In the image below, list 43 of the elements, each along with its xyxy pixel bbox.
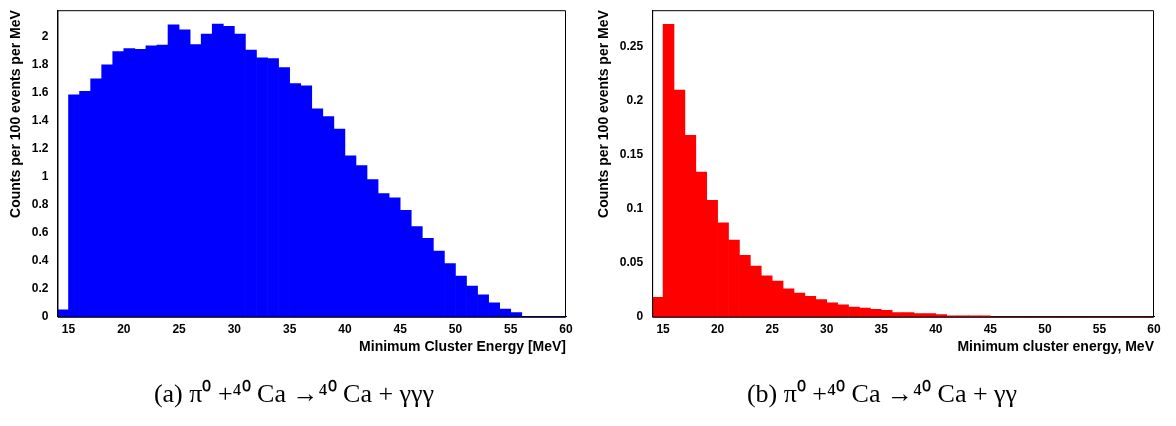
y-tick-label: 1.6: [31, 85, 49, 100]
x-tick-label: 50: [1038, 322, 1052, 337]
x-tick-label: 30: [227, 322, 242, 337]
x-tick-label: 55: [504, 322, 518, 337]
x-tick-label: 40: [929, 322, 943, 337]
x-tick-label: 35: [282, 322, 297, 337]
y-tick-label: 0.6: [31, 225, 49, 240]
y-tick-label: 2: [41, 29, 49, 44]
y-tick-label: 0: [41, 309, 49, 324]
y-tick-label: 0.05: [619, 255, 644, 270]
y-tick-label: 0.1: [626, 201, 644, 216]
y-tick-label: 0: [636, 309, 644, 324]
x-tick-label: 15: [61, 322, 76, 337]
y-tick-label: 0.25: [619, 39, 644, 54]
x-tick-label: 25: [172, 322, 187, 337]
y-tick-label: 0.2: [626, 93, 644, 108]
x-tick-label: 60: [1147, 322, 1161, 337]
y-tick-label: 1.8: [31, 57, 49, 72]
y-tick-label: 0.15: [619, 147, 644, 162]
x-tick-label: 40: [338, 322, 352, 337]
y-tick-label: 1: [41, 169, 49, 184]
x-tick-label: 20: [117, 322, 131, 337]
y-tick-label: 0.8: [31, 197, 49, 212]
y-tick-label: 1.2: [31, 141, 49, 156]
y-tick-label: 0.2: [31, 281, 49, 296]
x-tick-label: 45: [393, 322, 408, 337]
x-tick-label: 50: [448, 322, 463, 337]
text: (b) π⁰ +⁴⁰ Ca →⁴⁰ Ca + γγ: [745, 378, 1019, 410]
x-axis-title: Minimum cluster energy, MeV: [957, 338, 1155, 355]
text: (a) π⁰ +⁴⁰ Ca →⁴⁰ Ca + γγγ: [152, 378, 436, 410]
x-axis-title: Minimum Cluster Energy [MeV]: [359, 338, 566, 355]
x-tick-label: 25: [765, 322, 780, 337]
y-axis-title: Counts per 100 events per MeV: [7, 9, 24, 218]
y-tick-label: 0.4: [31, 253, 49, 268]
x-tick-label: 15: [656, 322, 671, 337]
x-tick-label: 35: [874, 322, 889, 337]
y-axis-title: Counts per 100 events per MeV: [595, 9, 612, 218]
x-tick-label: 45: [983, 322, 998, 337]
x-tick-label: 60: [559, 322, 573, 337]
y-tick-label: 1.4: [31, 113, 49, 128]
x-tick-label: 30: [820, 322, 834, 337]
x-tick-label: 55: [1092, 322, 1107, 337]
x-tick-label: 20: [710, 322, 725, 337]
